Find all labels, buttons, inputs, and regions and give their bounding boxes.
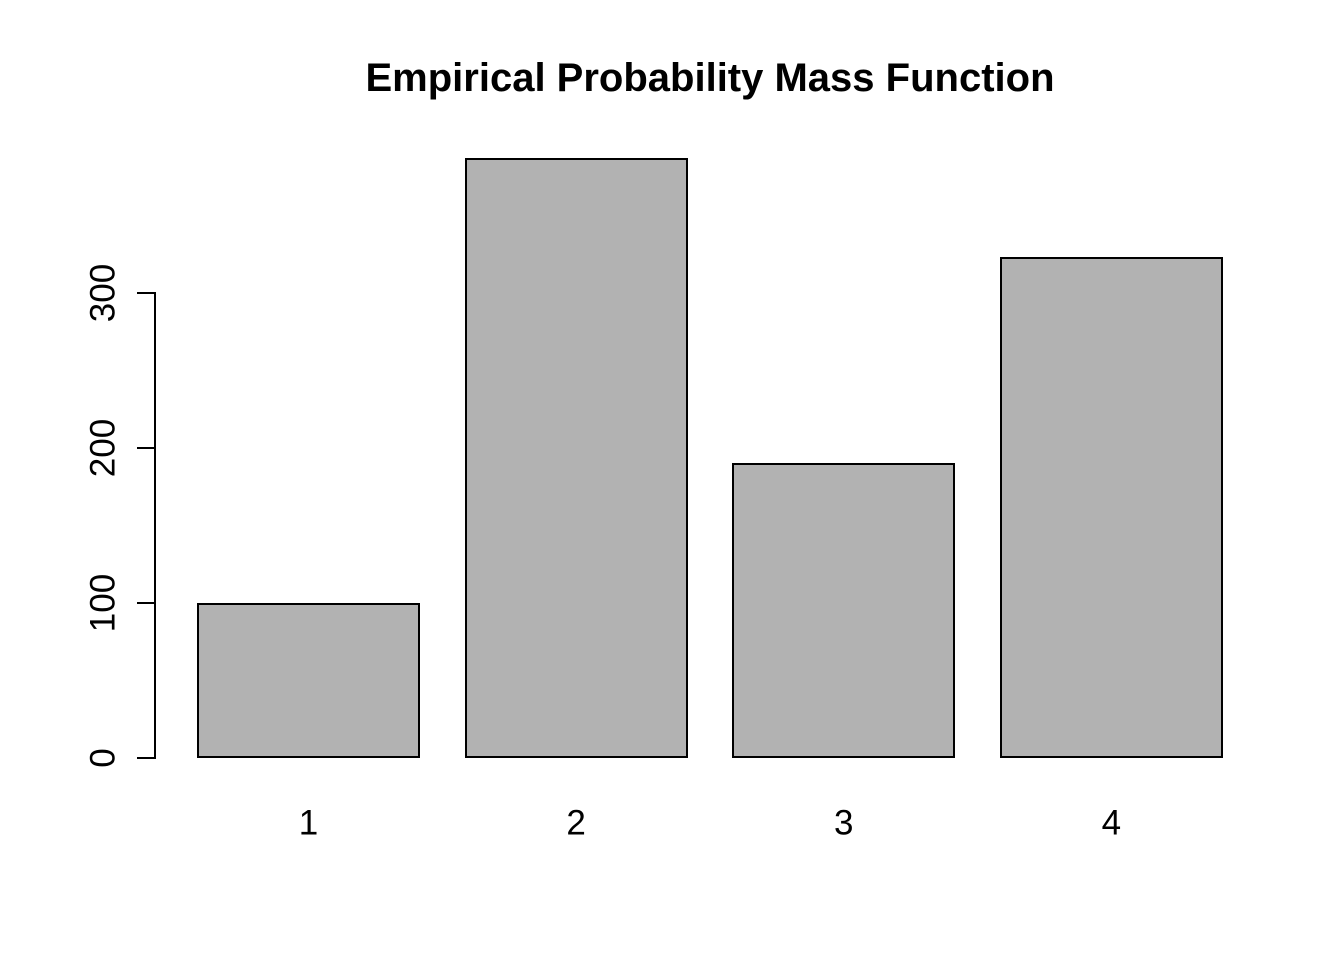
x-category-label: 3 <box>833 803 854 843</box>
y-tick-label: 0 <box>83 748 123 768</box>
bar <box>464 157 688 758</box>
y-tick-label: 200 <box>83 418 123 477</box>
y-tick-label: 100 <box>83 573 123 633</box>
x-category-label: 1 <box>298 803 319 843</box>
bar <box>732 463 956 758</box>
y-tick <box>137 291 154 294</box>
y-tick <box>137 757 154 759</box>
y-tick <box>137 601 154 604</box>
chart-title: Empirical Probability Mass Function <box>365 56 1055 100</box>
y-tick-label: 300 <box>83 263 123 322</box>
bar <box>197 602 420 758</box>
x-category-label: 2 <box>566 803 586 843</box>
y-tick <box>137 446 154 449</box>
bar <box>999 257 1223 758</box>
y-axis-line <box>154 291 156 759</box>
x-category-label: 4 <box>1101 803 1122 843</box>
